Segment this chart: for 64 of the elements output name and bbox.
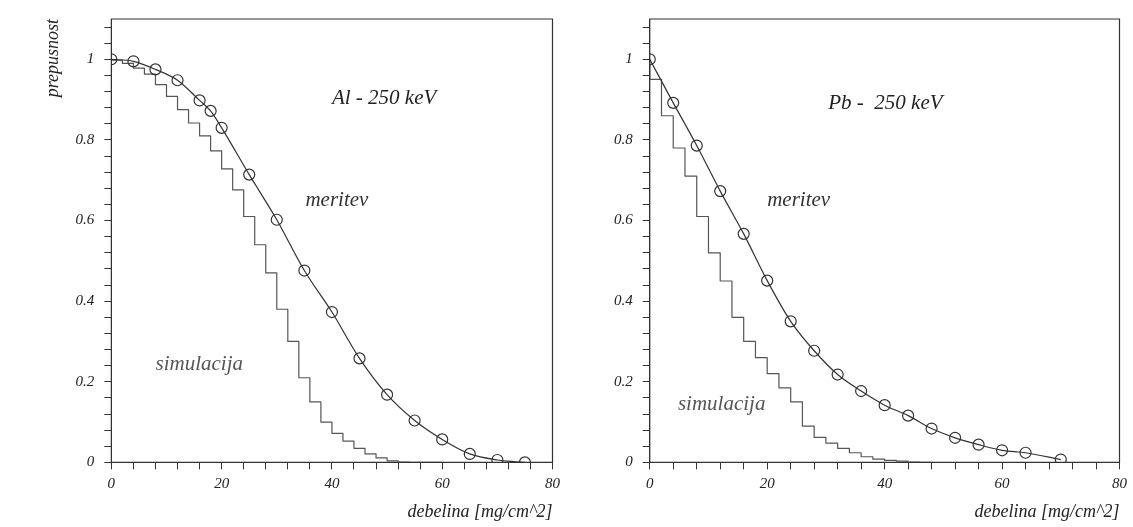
point xyxy=(193,94,206,107)
point xyxy=(972,438,985,451)
point xyxy=(463,447,476,461)
point xyxy=(948,431,962,444)
y-tick-label: 0 xyxy=(86,453,95,470)
point xyxy=(215,121,228,134)
y-tick-label: 0.6 xyxy=(75,211,95,228)
point xyxy=(995,444,1009,457)
point xyxy=(325,305,339,319)
series-label: meritev xyxy=(767,187,831,212)
point xyxy=(902,409,915,422)
y-tick-label: 1 xyxy=(86,50,95,67)
point xyxy=(408,414,421,427)
x-tick-label: 20 xyxy=(759,475,776,492)
point xyxy=(761,274,774,287)
point xyxy=(667,96,680,109)
x-axis-title: debelina [mg/cm^2] xyxy=(407,500,553,521)
x-tick-label: 40 xyxy=(324,475,340,492)
y-tick-label: 0.6 xyxy=(614,211,634,228)
x-tick-label: 40 xyxy=(877,475,893,492)
annotation: Pb - 250 keV xyxy=(827,89,945,114)
point xyxy=(380,388,394,401)
point xyxy=(690,139,703,152)
point xyxy=(270,213,283,226)
point xyxy=(737,227,750,240)
y-tick-label: 0.8 xyxy=(614,130,634,147)
point xyxy=(171,74,184,87)
point xyxy=(925,422,938,435)
x-tick-label: 60 xyxy=(434,475,451,492)
point xyxy=(1019,446,1032,459)
point xyxy=(878,399,891,412)
x-tick-label: 0 xyxy=(107,475,116,492)
series-label: meritev xyxy=(305,187,370,212)
y-tick-label: 1 xyxy=(625,50,633,67)
x-tick-label: 80 xyxy=(1112,475,1128,492)
point xyxy=(1054,453,1067,463)
point xyxy=(491,453,504,463)
point xyxy=(436,433,449,446)
annotation: Al - 250 keV xyxy=(329,85,439,110)
y-axis-title: prepusnost xyxy=(41,18,62,100)
y-tick-label: 0.2 xyxy=(75,372,95,389)
y-tick-label: 0.2 xyxy=(614,372,634,389)
point xyxy=(831,368,844,381)
point xyxy=(243,168,256,181)
point xyxy=(784,315,797,328)
x-tick-label: 20 xyxy=(214,475,230,492)
y-tick-label: 0.4 xyxy=(75,292,95,309)
x-axis-title: debelina [mg/cm^2] xyxy=(974,500,1120,521)
text: simulacija xyxy=(155,351,243,376)
x-tick-label: 60 xyxy=(994,475,1011,492)
x-tick-label: 0 xyxy=(646,475,654,492)
point xyxy=(149,63,162,76)
y-tick-label: 0.8 xyxy=(75,130,95,147)
y-tick-label: 0.4 xyxy=(614,292,634,309)
point xyxy=(855,384,868,398)
y-tick-label: 0 xyxy=(625,453,634,470)
point xyxy=(808,344,821,357)
x-tick-label: 80 xyxy=(545,475,561,492)
point xyxy=(204,104,217,118)
point xyxy=(127,55,140,68)
point xyxy=(714,185,727,198)
series-label: simulacija xyxy=(677,391,766,416)
point xyxy=(298,264,311,277)
point xyxy=(353,352,366,365)
